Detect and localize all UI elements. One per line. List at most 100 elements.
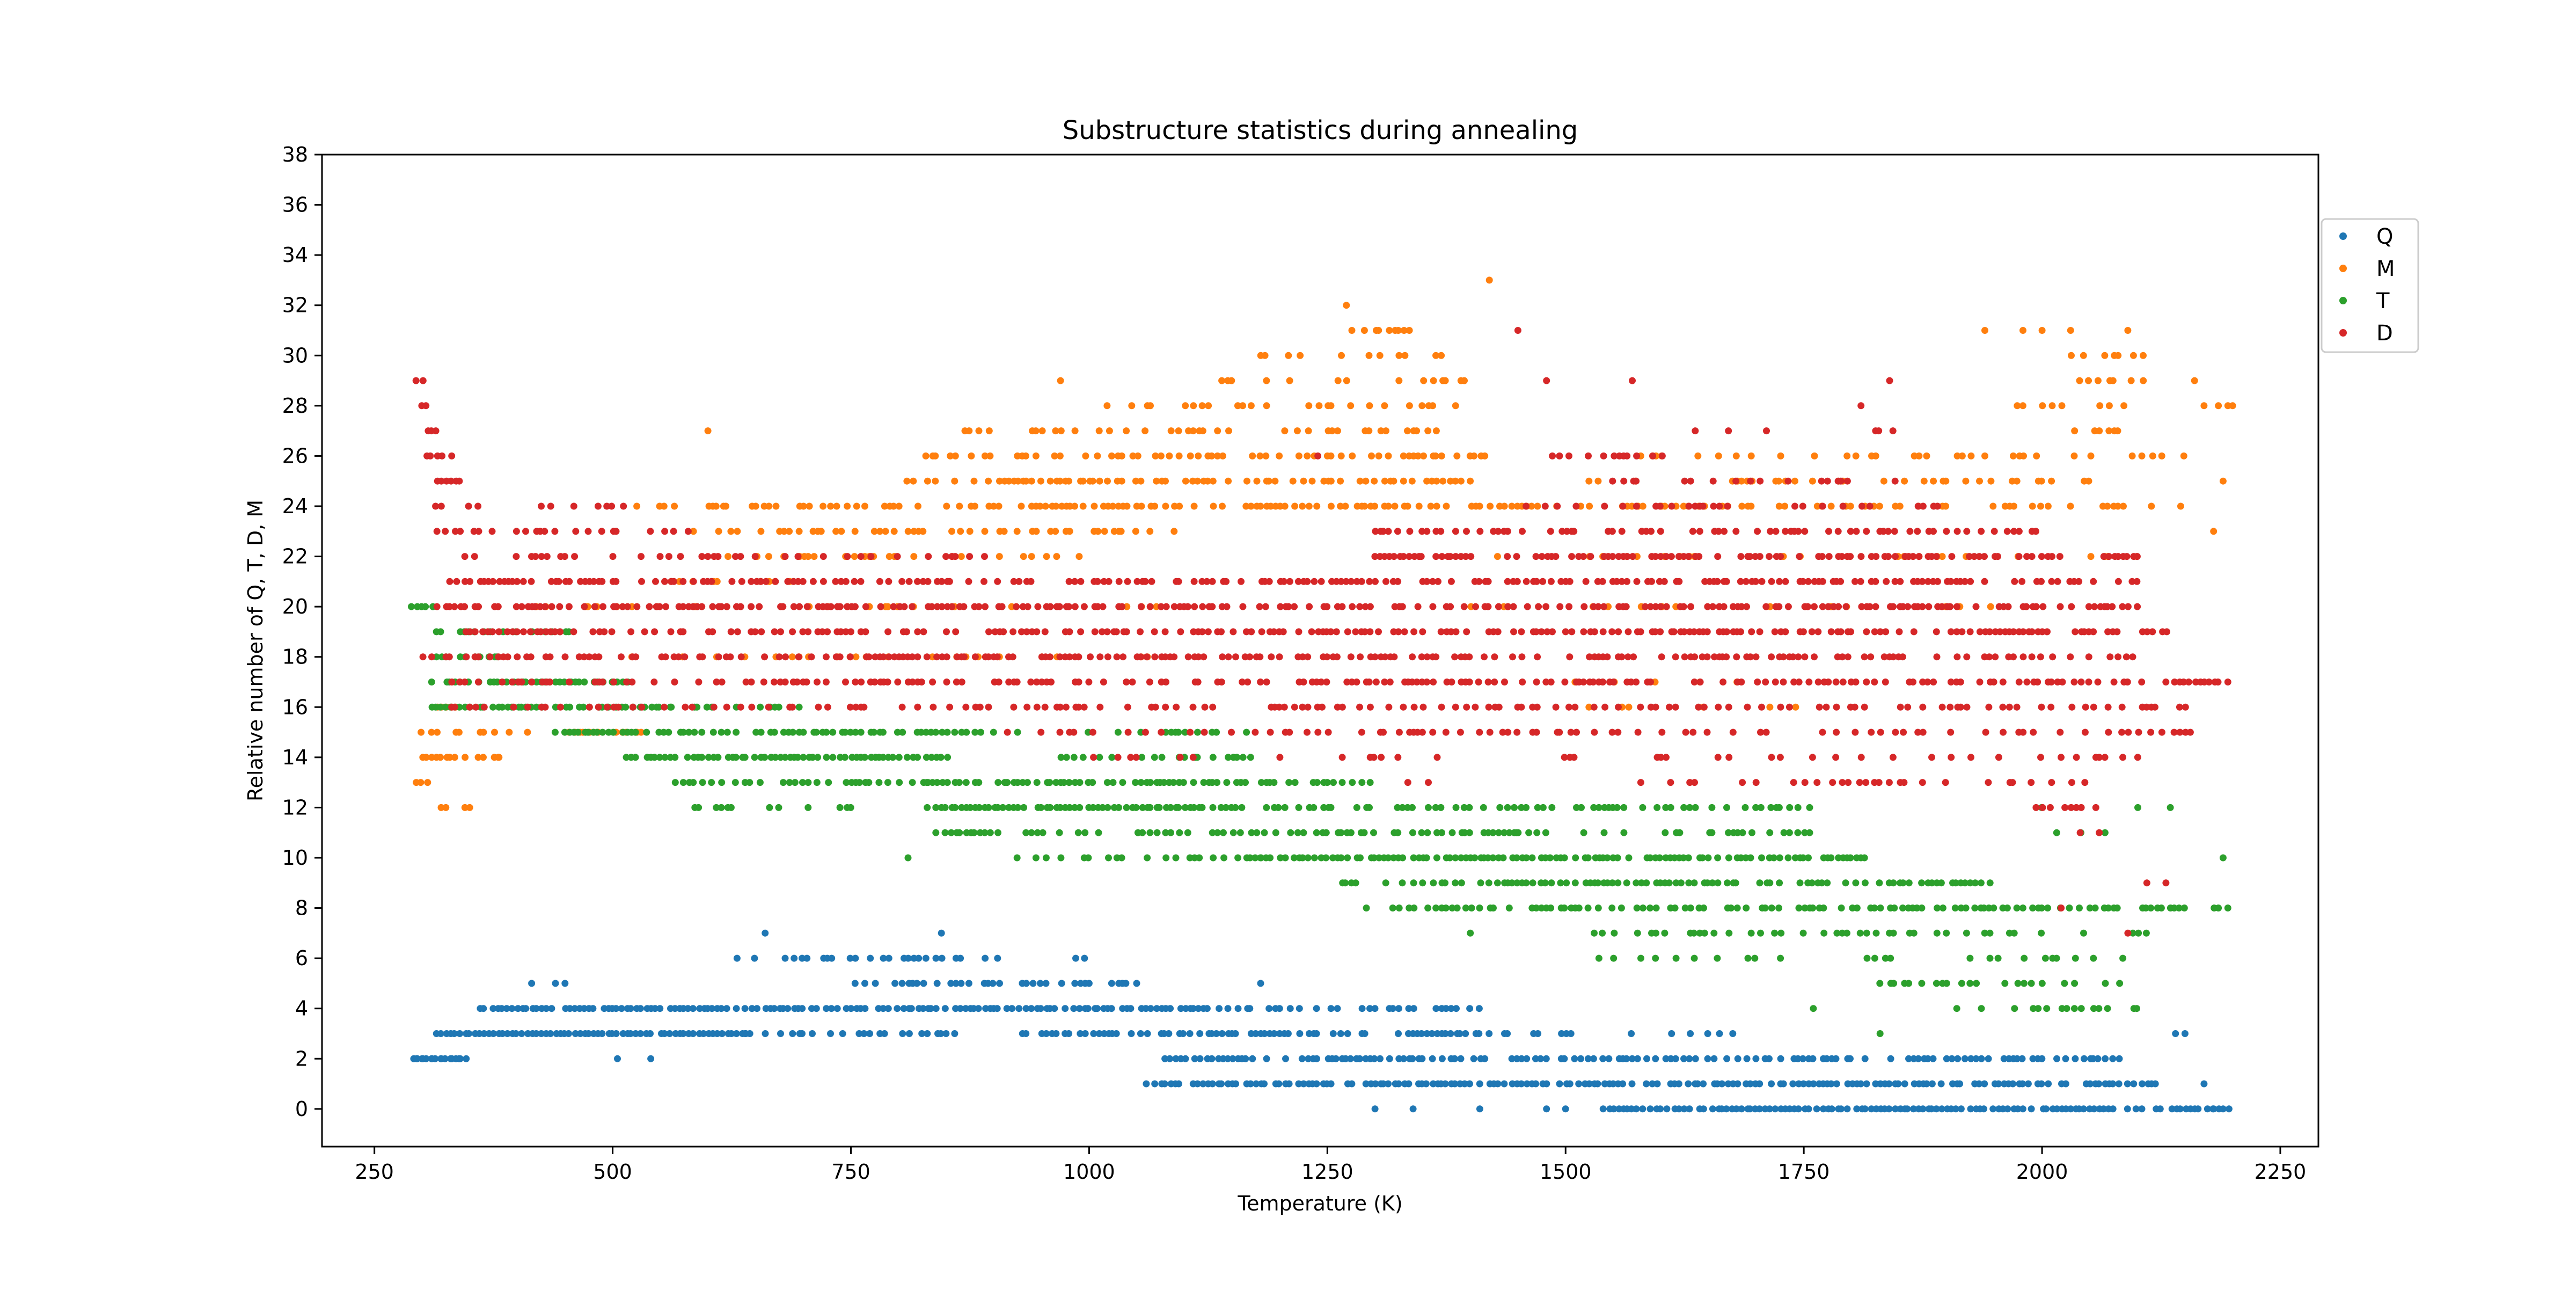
point-T bbox=[1233, 754, 1241, 761]
point-D bbox=[1401, 628, 1408, 636]
point-Q bbox=[1232, 1080, 1240, 1088]
point-D bbox=[1476, 728, 1483, 736]
point-Q bbox=[1081, 954, 1088, 962]
point-D bbox=[1132, 754, 1140, 761]
point-T bbox=[1304, 854, 1312, 862]
point-T bbox=[1032, 854, 1040, 862]
point-D bbox=[494, 603, 502, 610]
point-T bbox=[1294, 829, 1301, 836]
point-T bbox=[1468, 905, 1475, 911]
point-D bbox=[1720, 603, 1728, 610]
point-D bbox=[1372, 528, 1379, 535]
point-T bbox=[1733, 905, 1741, 911]
point-D bbox=[437, 477, 445, 485]
point-T bbox=[1099, 804, 1106, 811]
series-D bbox=[412, 327, 2231, 937]
point-D bbox=[1985, 703, 1993, 711]
point-T bbox=[1662, 804, 1670, 811]
point-D bbox=[1379, 528, 1387, 535]
point-D bbox=[1491, 653, 1498, 661]
point-T bbox=[1057, 804, 1064, 811]
point-M bbox=[1639, 502, 1646, 510]
point-D bbox=[1829, 779, 1836, 786]
point-Q bbox=[512, 1030, 519, 1037]
point-D bbox=[1565, 452, 1572, 459]
point-D bbox=[1711, 653, 1718, 661]
point-D bbox=[1189, 754, 1197, 761]
point-D bbox=[613, 603, 620, 610]
point-D bbox=[1732, 528, 1740, 535]
point-T bbox=[970, 829, 978, 836]
point-D bbox=[2028, 779, 2035, 786]
point-D bbox=[2011, 578, 2018, 585]
point-Q bbox=[576, 1030, 584, 1037]
point-D bbox=[684, 528, 692, 535]
point-T bbox=[1071, 804, 1079, 811]
point-Q bbox=[589, 1005, 597, 1012]
point-D bbox=[629, 703, 636, 711]
point-D bbox=[2158, 728, 2165, 736]
point-M bbox=[1880, 477, 1887, 485]
point-M bbox=[1032, 427, 1040, 435]
point-T bbox=[1425, 804, 1432, 811]
point-D bbox=[1314, 452, 1322, 459]
point-D bbox=[1934, 502, 1941, 510]
point-T bbox=[1784, 854, 1792, 862]
point-M bbox=[788, 653, 796, 661]
point-Q bbox=[1643, 1055, 1650, 1062]
point-D bbox=[1429, 578, 1437, 585]
point-T bbox=[2170, 905, 2178, 911]
point-Q bbox=[1282, 1055, 1289, 1062]
point-D bbox=[603, 502, 611, 510]
point-T bbox=[1986, 954, 1994, 962]
point-T bbox=[1004, 779, 1011, 786]
point-T bbox=[1799, 929, 1807, 937]
point-M bbox=[1406, 402, 1413, 410]
point-M bbox=[491, 728, 498, 736]
point-D bbox=[933, 653, 941, 661]
point-T bbox=[1489, 854, 1497, 862]
point-D bbox=[1123, 679, 1130, 685]
point-T bbox=[679, 728, 687, 736]
point-T bbox=[1528, 854, 1536, 862]
point-D bbox=[1663, 754, 1670, 761]
point-D bbox=[1338, 703, 1346, 711]
point-D bbox=[461, 679, 469, 685]
point-T bbox=[1766, 829, 1774, 836]
point-M bbox=[1382, 427, 1389, 435]
point-D bbox=[1866, 502, 1874, 510]
point-M bbox=[1037, 477, 1044, 485]
point-T bbox=[1708, 804, 1716, 811]
point-D bbox=[556, 603, 564, 610]
point-D bbox=[1900, 779, 1908, 786]
point-Q bbox=[1224, 1005, 1232, 1012]
point-M bbox=[1371, 502, 1378, 510]
point-D bbox=[1033, 703, 1041, 711]
point-M bbox=[1056, 452, 1064, 459]
point-D bbox=[2104, 603, 2111, 610]
point-T bbox=[1766, 879, 1774, 887]
point-Q bbox=[518, 1030, 525, 1037]
point-Q bbox=[1843, 1105, 1851, 1113]
point-D bbox=[1087, 653, 1094, 661]
point-D bbox=[428, 653, 435, 661]
point-T bbox=[1614, 879, 1622, 887]
point-D bbox=[1442, 728, 1450, 736]
point-D bbox=[2028, 653, 2036, 661]
point-D bbox=[1395, 728, 1403, 736]
point-D bbox=[677, 553, 684, 560]
point-M bbox=[890, 502, 897, 510]
point-T bbox=[1433, 829, 1440, 836]
point-D bbox=[2015, 553, 2023, 560]
point-M bbox=[861, 502, 868, 510]
point-D bbox=[723, 603, 730, 610]
point-D bbox=[1835, 603, 1842, 610]
point-Q bbox=[708, 1005, 716, 1012]
point-T bbox=[1222, 804, 1230, 811]
point-M bbox=[1234, 402, 1241, 410]
point-T bbox=[1708, 829, 1716, 836]
point-T bbox=[1313, 779, 1321, 786]
point-T bbox=[971, 728, 979, 736]
point-D bbox=[641, 628, 648, 636]
point-T bbox=[1446, 854, 1454, 862]
